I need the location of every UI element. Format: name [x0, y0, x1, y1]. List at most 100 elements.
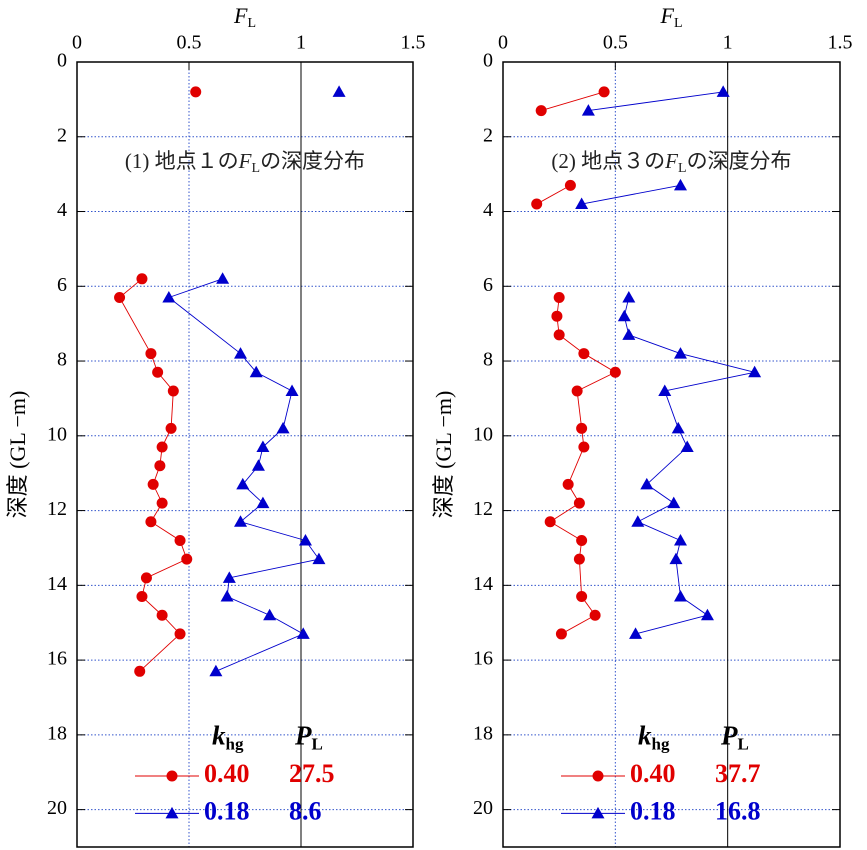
y-tick-label: 14 [473, 573, 493, 595]
marker [145, 348, 157, 360]
y-tick-label: 12 [47, 498, 67, 520]
legend-header: PL [720, 721, 749, 754]
marker [673, 533, 687, 546]
marker [222, 571, 236, 583]
x-tick-label: 1 [723, 32, 733, 54]
header-var: P [720, 721, 738, 751]
marker [658, 384, 672, 396]
header-sub: L [312, 735, 323, 754]
legend-marker [591, 806, 605, 819]
marker [209, 664, 223, 677]
x-tick-label: 1 [296, 32, 306, 54]
series-line [118, 278, 188, 672]
legend-label: 0.18 [630, 796, 676, 825]
marker [680, 440, 694, 453]
marker [152, 366, 164, 378]
marker [154, 460, 166, 472]
marker [562, 478, 574, 490]
marker [140, 572, 152, 584]
marker [629, 627, 643, 639]
marker [716, 85, 730, 97]
marker [312, 552, 326, 565]
header-var: k [638, 721, 652, 751]
header-var: k [212, 721, 226, 751]
marker [156, 609, 168, 621]
plot-frame [76, 61, 414, 848]
marker [551, 310, 563, 322]
marker [332, 85, 346, 97]
label-var: F [233, 3, 248, 28]
marker [256, 496, 270, 509]
y-tick-label: 8 [57, 349, 67, 371]
series-line [167, 278, 320, 672]
y-tick-label: 10 [47, 423, 67, 445]
marker [145, 516, 157, 528]
marker [669, 552, 683, 565]
y-axis-label: 深度 (GL −m) [5, 391, 30, 519]
marker [181, 553, 193, 565]
header-var: P [294, 721, 312, 751]
marker [598, 86, 610, 98]
annotation: (1) 地点１のFLの深度分布 [125, 149, 365, 176]
marker [251, 459, 265, 471]
marker [174, 628, 186, 640]
legend-marker [166, 770, 178, 782]
marker [700, 608, 714, 621]
marker [578, 441, 590, 453]
marker [276, 421, 290, 434]
marker [564, 179, 576, 191]
x-tick-label: 0 [72, 32, 82, 54]
x-axis-label: FL [233, 3, 256, 31]
marker [298, 533, 312, 546]
x-axis-label: FL [659, 3, 682, 31]
marker [167, 385, 179, 397]
y-tick-label: 4 [483, 199, 493, 221]
marker [553, 329, 565, 341]
y-tick-label: 16 [473, 648, 493, 670]
annotation-sub: L [252, 161, 261, 176]
marker [216, 272, 230, 284]
marker [147, 478, 159, 490]
y-tick-label: 16 [47, 648, 67, 670]
y-tick-label: 2 [57, 124, 67, 146]
legend-value: 37.7 [715, 759, 761, 788]
legend-marker [592, 770, 604, 782]
marker [748, 365, 762, 378]
marker [667, 496, 681, 509]
x-tick-label: 0.5 [177, 32, 202, 54]
y-tick-label: 8 [483, 349, 493, 371]
marker [671, 421, 685, 434]
marker [296, 627, 310, 639]
marker [136, 273, 148, 285]
marker [576, 534, 588, 546]
marker [162, 291, 176, 303]
marker [249, 365, 263, 378]
annotation: (2) 地点３のFLの深度分布 [551, 149, 791, 176]
marker [136, 591, 148, 603]
y-tick-label: 6 [483, 274, 493, 296]
marker [673, 178, 687, 191]
marker [263, 608, 277, 621]
series-line [536, 91, 617, 635]
marker [535, 105, 547, 117]
x-tick-label: 1.5 [401, 32, 426, 54]
y-tick-label: 20 [473, 797, 493, 819]
header-sub: L [738, 735, 749, 754]
marker [234, 347, 248, 359]
marker [631, 515, 645, 527]
y-tick-label: 0 [483, 50, 493, 72]
legend-label: 0.40 [204, 759, 250, 788]
y-tick-label: 6 [57, 274, 67, 296]
marker [581, 104, 595, 116]
marker [234, 515, 248, 527]
label-sub: L [247, 16, 256, 31]
x-tick-label: 0.5 [603, 32, 628, 54]
marker [134, 665, 146, 677]
marker [555, 628, 567, 640]
annotation-text: の深度分布 [260, 149, 365, 173]
marker [576, 422, 588, 434]
